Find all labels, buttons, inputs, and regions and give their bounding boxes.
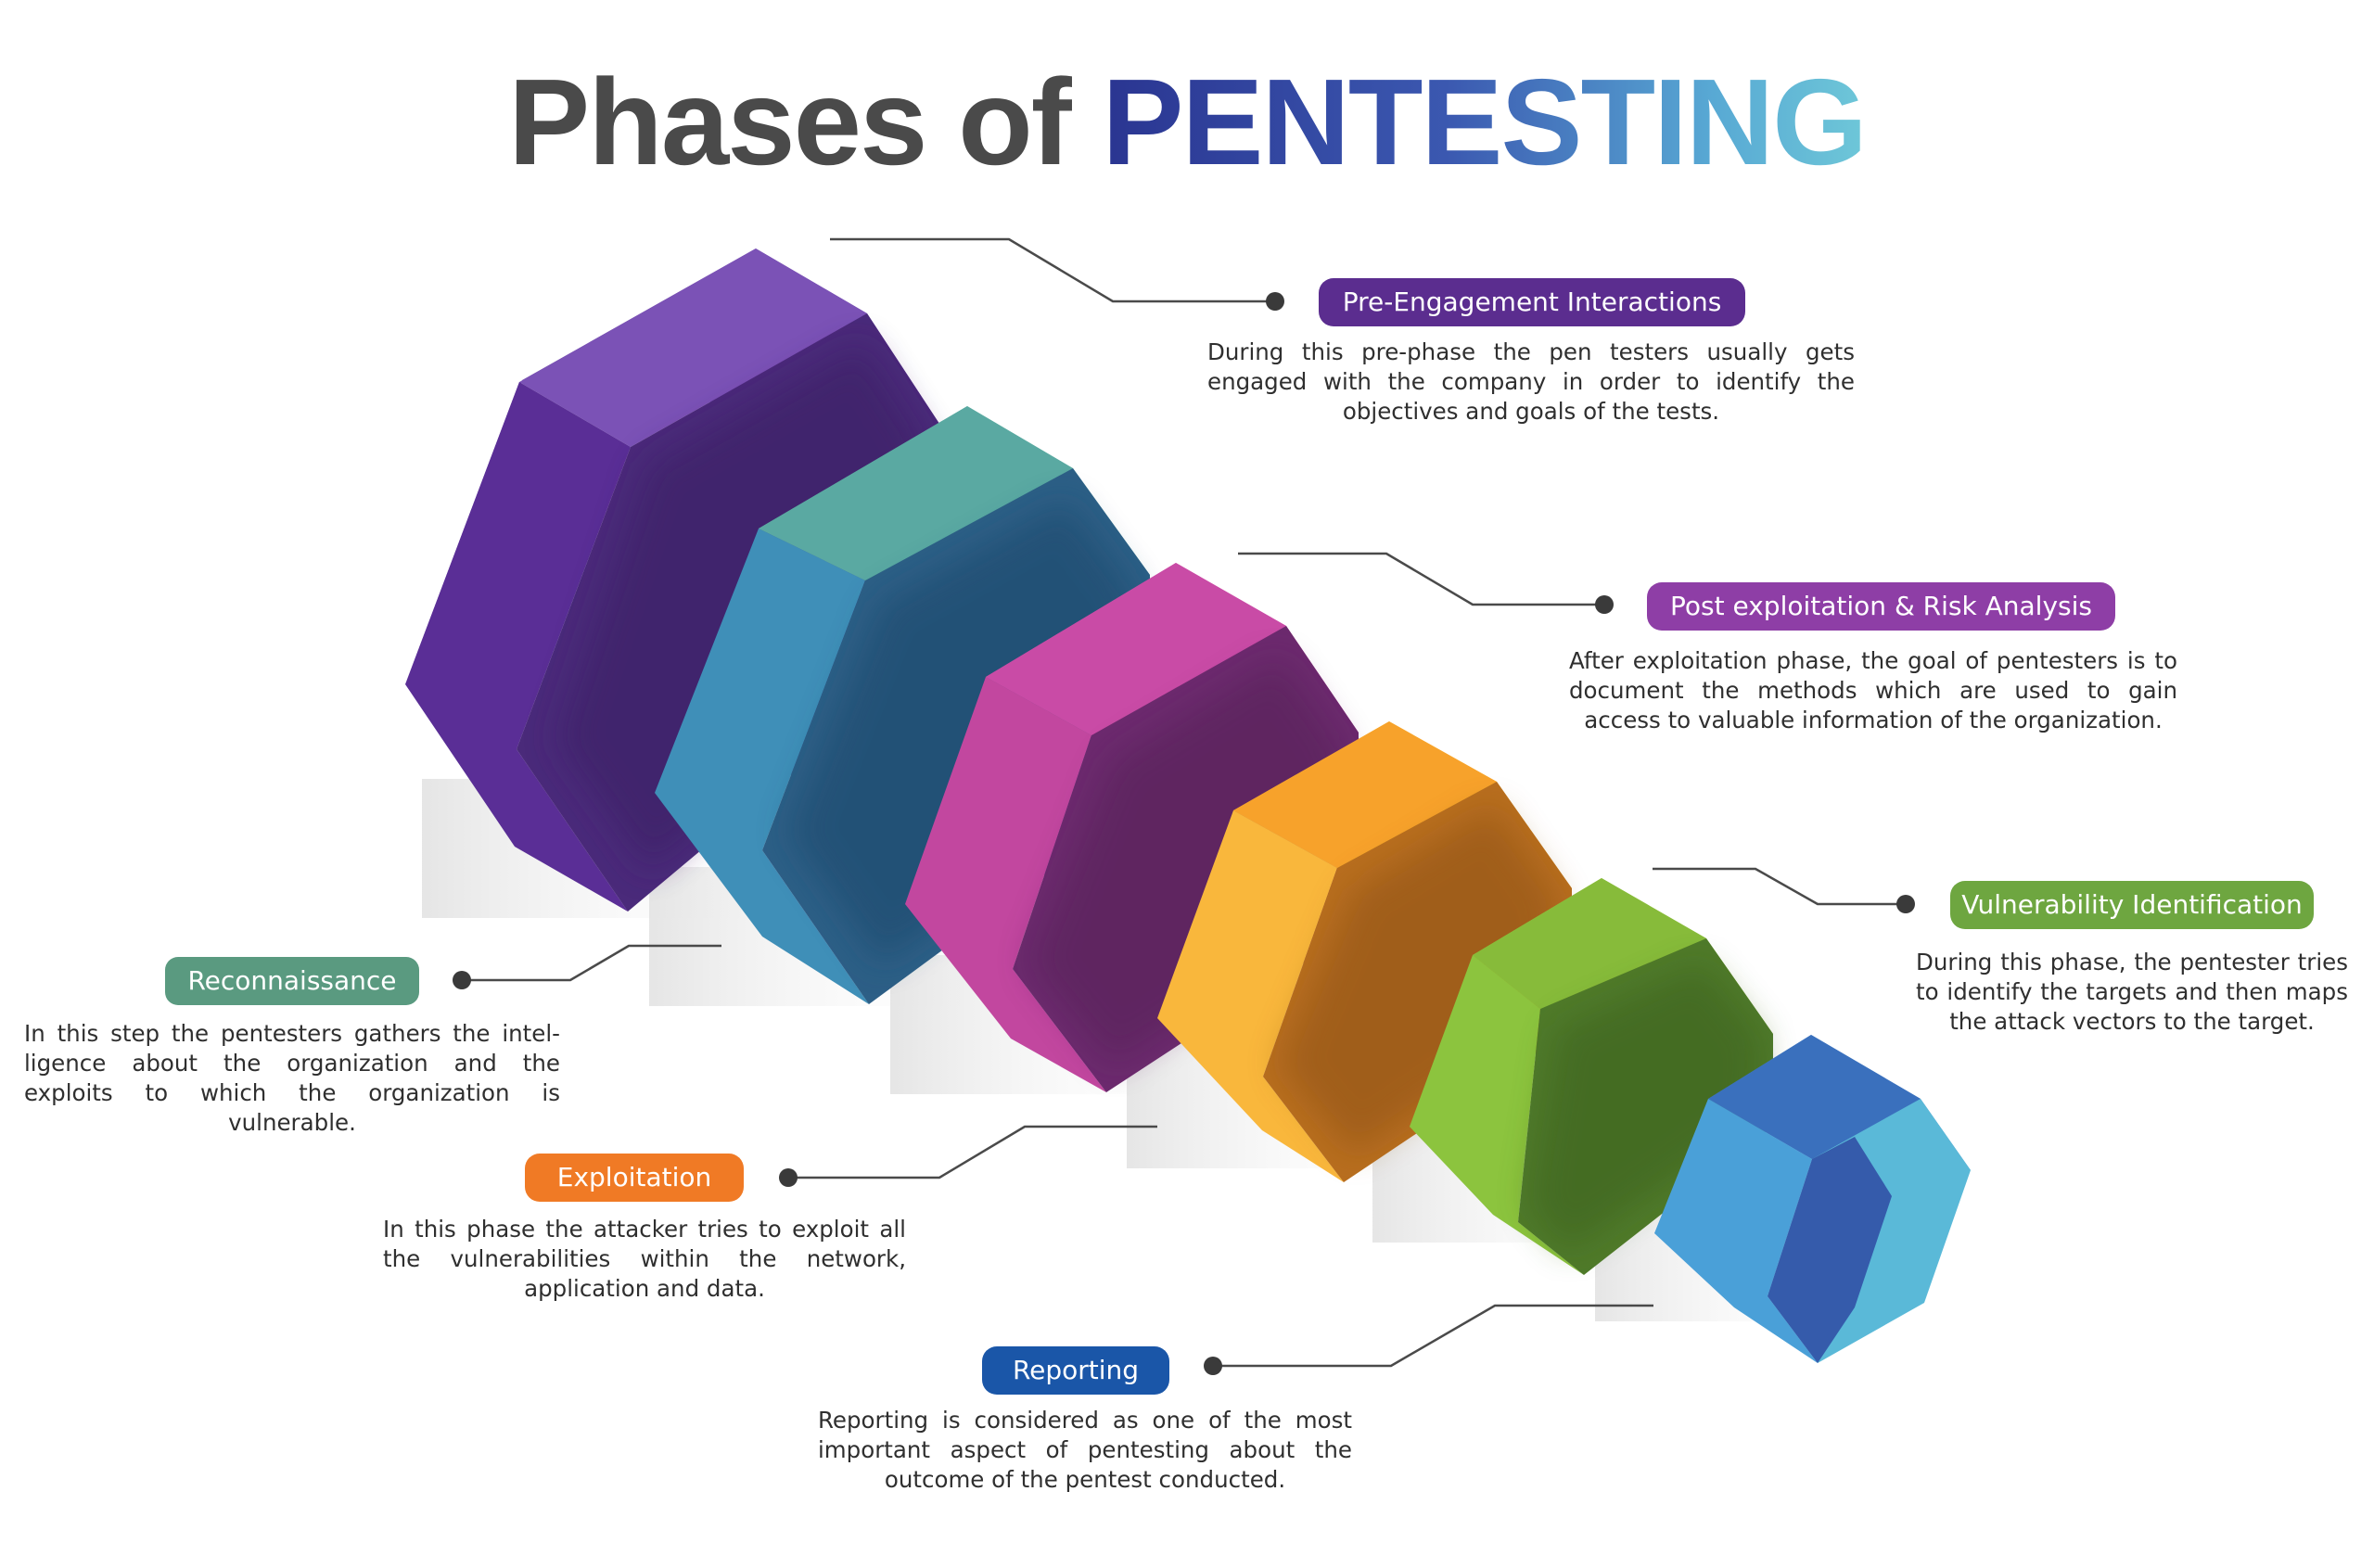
desc-reconnaissance: In this step the pentesters gathers the …: [24, 1020, 560, 1136]
hexagon-vulnerability-teal: [655, 406, 1150, 1004]
label-post-exploitation: Post exploitation & Risk Analysis: [1647, 582, 2115, 631]
label-vulnerability: Vulnerability Identification: [1950, 881, 2314, 929]
desc-exploitation: In this phase the attacker tries to expl…: [383, 1216, 906, 1302]
hexagon-reporting-blue: [1654, 1035, 1971, 1363]
connector-exploitation: [788, 1125, 1157, 1179]
label-exploitation: Exploitation: [525, 1154, 744, 1202]
title-part-1: Phases of: [508, 54, 1103, 190]
desc-vulnerability: During this phase, the pentester tries t…: [1916, 949, 2348, 1035]
dot-reconnaissance: [453, 971, 471, 989]
label-pre-engagement: Pre-Engagement Interactions: [1319, 278, 1745, 326]
dot-reporting: [1204, 1357, 1222, 1375]
desc-reporting: Reporting is considered as one of the mo…: [818, 1407, 1352, 1493]
desc-post-exploitation: After exploitation phase, the goal of pe…: [1569, 647, 2177, 733]
dot-exploitation: [779, 1168, 798, 1187]
label-reporting: Reporting: [982, 1346, 1169, 1395]
hexagon-exploitation-orange: [1157, 721, 1572, 1182]
desc-pre-engagement: During this pre-phase the pen testers us…: [1207, 338, 1855, 425]
title-part-2: PENTESTING: [1102, 54, 1867, 190]
connector-vulnerability: [1653, 867, 1901, 906]
dot-vulnerability: [1896, 895, 1915, 913]
label-reconnaissance: Reconnaissance: [165, 957, 419, 1005]
hexagon-reconnaissance-green: [1410, 878, 1773, 1275]
connectors: [464, 237, 1901, 1368]
page-title: Phases of PENTESTING: [0, 48, 2374, 197]
connector-reporting: [1213, 1304, 1653, 1368]
connector-post-exploitation: [1238, 552, 1602, 606]
dot-pre-engagement: [1266, 292, 1284, 311]
dot-post-exploitation: [1595, 595, 1614, 614]
connector-reconnaissance: [464, 944, 721, 982]
connector-pre-engagement: [830, 237, 1272, 303]
